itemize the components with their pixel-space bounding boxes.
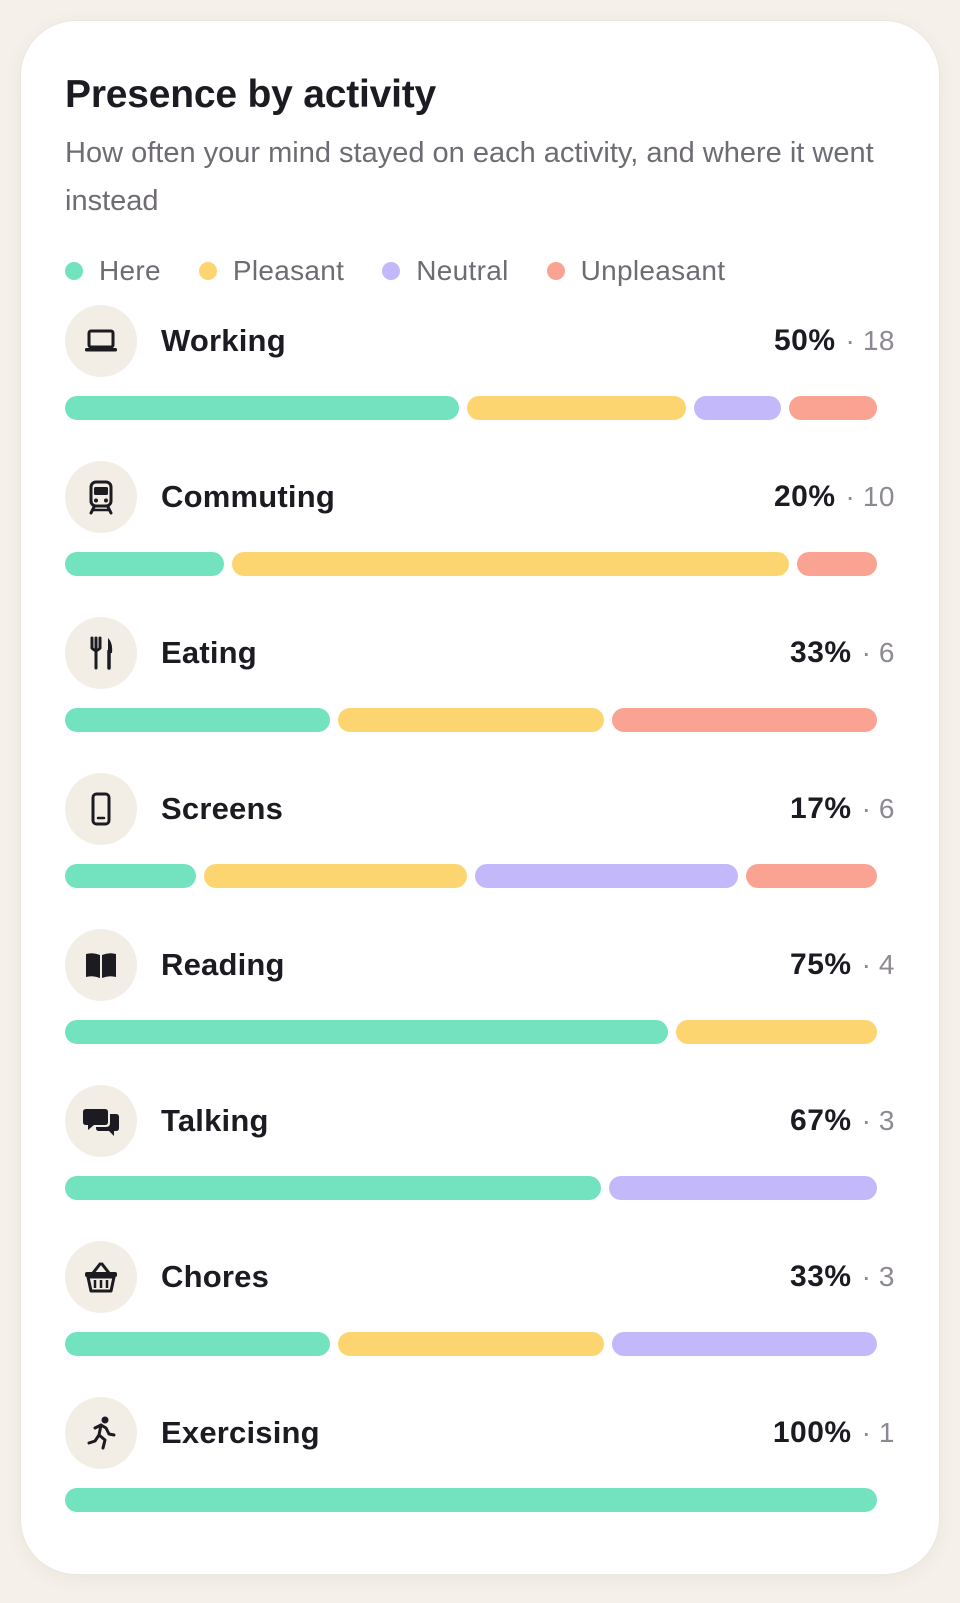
stat-separator: · [861, 949, 871, 980]
activity-row-eating[interactable]: Eating 33% · 6 [65, 617, 895, 773]
stat-separator: · [861, 793, 871, 824]
presence-bar [65, 864, 877, 888]
legend-label: Neutral [416, 255, 509, 286]
legend: Here Pleasant Neutral Unpleasant [65, 249, 895, 293]
moment-count: 6 [878, 793, 895, 824]
bar-segment-here [65, 864, 197, 888]
stat-separator: · [845, 325, 855, 356]
moment-count: 3 [878, 1105, 895, 1136]
laptop-icon [65, 305, 137, 377]
activity-label: Exercising [161, 1415, 320, 1450]
bar-segment-pleasant [338, 1332, 604, 1356]
activity-label: Working [161, 323, 286, 358]
card-title: Presence by activity [65, 73, 437, 116]
bar-segment-here [65, 1176, 601, 1200]
moment-count: 4 [878, 949, 895, 980]
activity-list: Working 50% · 18 Commuting 20% · 10 [65, 305, 895, 1553]
activity-row-chores[interactable]: Chores 33% · 3 [65, 1241, 895, 1397]
bar-segment-here [65, 708, 331, 732]
bar-segment-pleasant [232, 552, 790, 576]
activity-label: Talking [161, 1103, 269, 1138]
bar-segment-unpleasant [745, 864, 877, 888]
moment-count: 3 [878, 1261, 895, 1292]
bar-segment-pleasant [676, 1020, 877, 1044]
presence-bar [65, 1020, 877, 1044]
basket-icon [65, 1241, 137, 1313]
presence-percent: 20% [773, 480, 836, 513]
running-icon [65, 1397, 137, 1469]
presence-bar [65, 1488, 877, 1512]
stat-separator: · [861, 1417, 871, 1448]
bar-segment-neutral [611, 1332, 877, 1356]
bar-segment-unpleasant [611, 708, 877, 732]
book-icon [65, 929, 137, 1001]
presence-bar [65, 1332, 877, 1356]
moment-count: 6 [878, 637, 895, 668]
presence-percent: 33% [790, 1260, 852, 1293]
stat-separator: · [861, 637, 871, 668]
presence-percent: 17% [790, 792, 852, 825]
activity-row-talking[interactable]: Talking 67% · 3 [65, 1085, 895, 1241]
chat-bubbles-icon [65, 1085, 137, 1157]
legend-item-pleasant: Pleasant [198, 255, 345, 287]
activity-row-reading[interactable]: Reading 75% · 4 [65, 929, 895, 1085]
legend-label: Pleasant [232, 255, 345, 286]
moment-count: 18 [862, 325, 895, 356]
moment-count: 10 [862, 481, 895, 512]
legend-item-neutral: Neutral [382, 255, 508, 287]
stat-separator: · [861, 1261, 871, 1292]
activity-row-exercising[interactable]: Exercising 100% · 1 [65, 1397, 895, 1553]
activity-label: Commuting [161, 479, 335, 514]
bar-segment-neutral [474, 864, 738, 888]
bar-segment-neutral [609, 1176, 877, 1200]
bar-segment-unpleasant [789, 396, 877, 420]
presence-percent: 67% [790, 1104, 852, 1137]
activity-label: Eating [161, 635, 257, 670]
legend-item-here: Here [65, 255, 161, 287]
bar-segment-pleasant [467, 396, 686, 420]
bar-segment-here [65, 396, 459, 420]
bar-segment-pleasant [204, 864, 467, 888]
bar-segment-here [65, 1332, 331, 1356]
bar-segment-unpleasant [797, 552, 877, 576]
presence-bar [65, 552, 877, 576]
stat-separator: · [861, 1105, 871, 1136]
legend-item-unpleasant: Unpleasant [546, 255, 726, 287]
presence-percent: 75% [790, 948, 852, 981]
legend-label: Unpleasant [580, 255, 726, 286]
presence-bar [65, 708, 877, 732]
bar-segment-here [65, 552, 225, 576]
activity-row-commuting[interactable]: Commuting 20% · 10 [65, 461, 895, 617]
stat-separator: · [845, 481, 855, 512]
activity-row-screens[interactable]: Screens 17% · 6 [65, 773, 895, 929]
train-icon [65, 461, 137, 533]
legend-label: Here [99, 255, 161, 286]
presence-bar [65, 396, 877, 420]
bar-segment-neutral [693, 396, 782, 420]
activity-row-working[interactable]: Working 50% · 18 [65, 305, 895, 461]
legend-dot-pleasant [198, 262, 217, 280]
bar-segment-pleasant [338, 708, 604, 732]
presence-card: Presence by activity How often your mind… [20, 20, 940, 1575]
legend-dot-neutral [382, 262, 401, 280]
card-subtitle: How often your mind stayed on each activ… [65, 137, 874, 217]
presence-bar [65, 1176, 877, 1200]
activity-label: Chores [161, 1259, 270, 1294]
moment-count: 1 [878, 1417, 895, 1448]
bar-segment-here [65, 1488, 877, 1512]
legend-dot-unpleasant [546, 262, 565, 280]
legend-dot-here [65, 262, 83, 280]
fork-knife-icon [65, 617, 137, 689]
activity-label: Reading [161, 947, 285, 982]
bar-segment-here [65, 1020, 668, 1044]
activity-label: Screens [161, 791, 284, 826]
presence-percent: 100% [772, 1416, 852, 1449]
phone-icon [65, 773, 137, 845]
presence-percent: 33% [790, 636, 852, 669]
presence-percent: 50% [773, 324, 836, 357]
